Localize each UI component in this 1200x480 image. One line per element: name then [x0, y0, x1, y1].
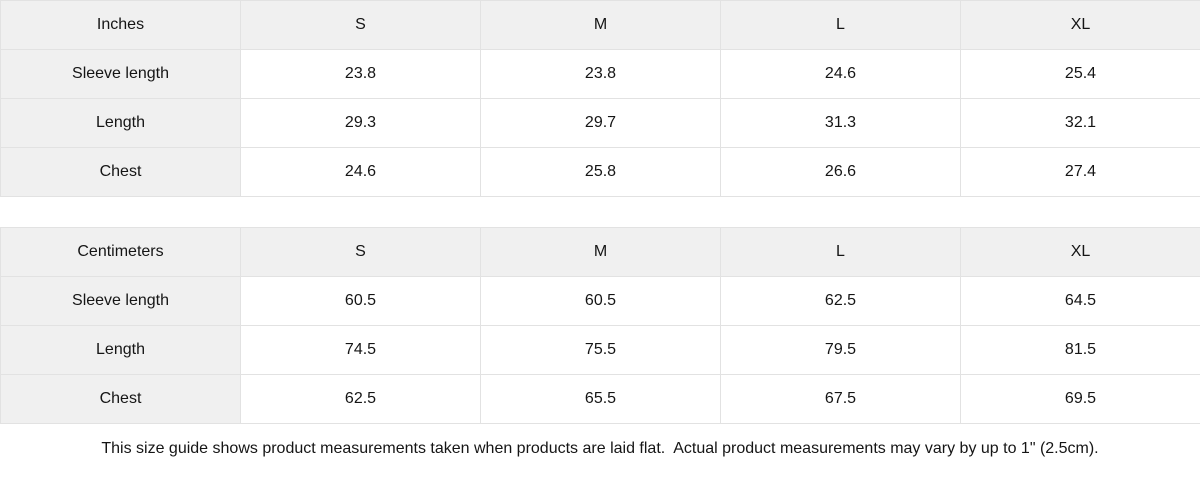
- table-gap: [0, 197, 1200, 227]
- measurement-cell: 64.5: [960, 276, 1200, 326]
- measurement-cell: 23.8: [480, 49, 721, 99]
- measurement-cell: 75.5: [480, 325, 721, 375]
- row-label-cell: Sleeve length: [0, 276, 241, 326]
- measurement-cell: 26.6: [720, 147, 961, 197]
- header-row-centimeters: Centimeters S M L XL: [0, 227, 1200, 277]
- footer-note: This size guide shows product measuremen…: [0, 424, 1200, 474]
- measurement-cell: 29.3: [240, 98, 481, 148]
- measurement-cell: 62.5: [720, 276, 961, 326]
- measurement-cell: 24.6: [720, 49, 961, 99]
- row-label-cell: Sleeve length: [0, 49, 241, 99]
- size-header-cell-l: L: [720, 227, 961, 277]
- size-header-cell-xl: XL: [960, 0, 1200, 50]
- size-header-cell-s: S: [240, 227, 481, 277]
- measurement-cell: 69.5: [960, 374, 1200, 424]
- row-length: Length 29.3 29.7 31.3 32.1: [0, 98, 1200, 148]
- row-chest: Chest 24.6 25.8 26.6 27.4: [0, 147, 1200, 197]
- measurement-cell: 32.1: [960, 98, 1200, 148]
- size-header-cell-xl: XL: [960, 227, 1200, 277]
- measurement-cell: 79.5: [720, 325, 961, 375]
- row-sleeve-length: Sleeve length 60.5 60.5 62.5 64.5: [0, 276, 1200, 326]
- measurement-cell: 23.8: [240, 49, 481, 99]
- measurement-cell: 25.8: [480, 147, 721, 197]
- measurement-cell: 74.5: [240, 325, 481, 375]
- measurement-cell: 67.5: [720, 374, 961, 424]
- measurement-cell: 29.7: [480, 98, 721, 148]
- measurement-cell: 65.5: [480, 374, 721, 424]
- row-label-cell: Length: [0, 325, 241, 375]
- measurement-cell: 81.5: [960, 325, 1200, 375]
- measurement-cell: 24.6: [240, 147, 481, 197]
- row-label-cell: Chest: [0, 374, 241, 424]
- size-table-centimeters: Centimeters S M L XL Sleeve length 60.5 …: [0, 227, 1200, 424]
- measurement-cell: 60.5: [480, 276, 721, 326]
- row-label-cell: Chest: [0, 147, 241, 197]
- unit-header-cell: Inches: [0, 0, 241, 50]
- size-header-cell-m: M: [480, 227, 721, 277]
- measurement-cell: 27.4: [960, 147, 1200, 197]
- unit-header-cell: Centimeters: [0, 227, 241, 277]
- measurement-cell: 60.5: [240, 276, 481, 326]
- row-length: Length 74.5 75.5 79.5 81.5: [0, 325, 1200, 375]
- size-table-inches: Inches S M L XL Sleeve length 23.8 23.8 …: [0, 0, 1200, 197]
- measurement-cell: 31.3: [720, 98, 961, 148]
- measurement-cell: 25.4: [960, 49, 1200, 99]
- row-chest: Chest 62.5 65.5 67.5 69.5: [0, 374, 1200, 424]
- row-sleeve-length: Sleeve length 23.8 23.8 24.6 25.4: [0, 49, 1200, 99]
- header-row-inches: Inches S M L XL: [0, 0, 1200, 50]
- size-header-cell-s: S: [240, 0, 481, 50]
- size-header-cell-l: L: [720, 0, 961, 50]
- measurement-cell: 62.5: [240, 374, 481, 424]
- size-header-cell-m: M: [480, 0, 721, 50]
- row-label-cell: Length: [0, 98, 241, 148]
